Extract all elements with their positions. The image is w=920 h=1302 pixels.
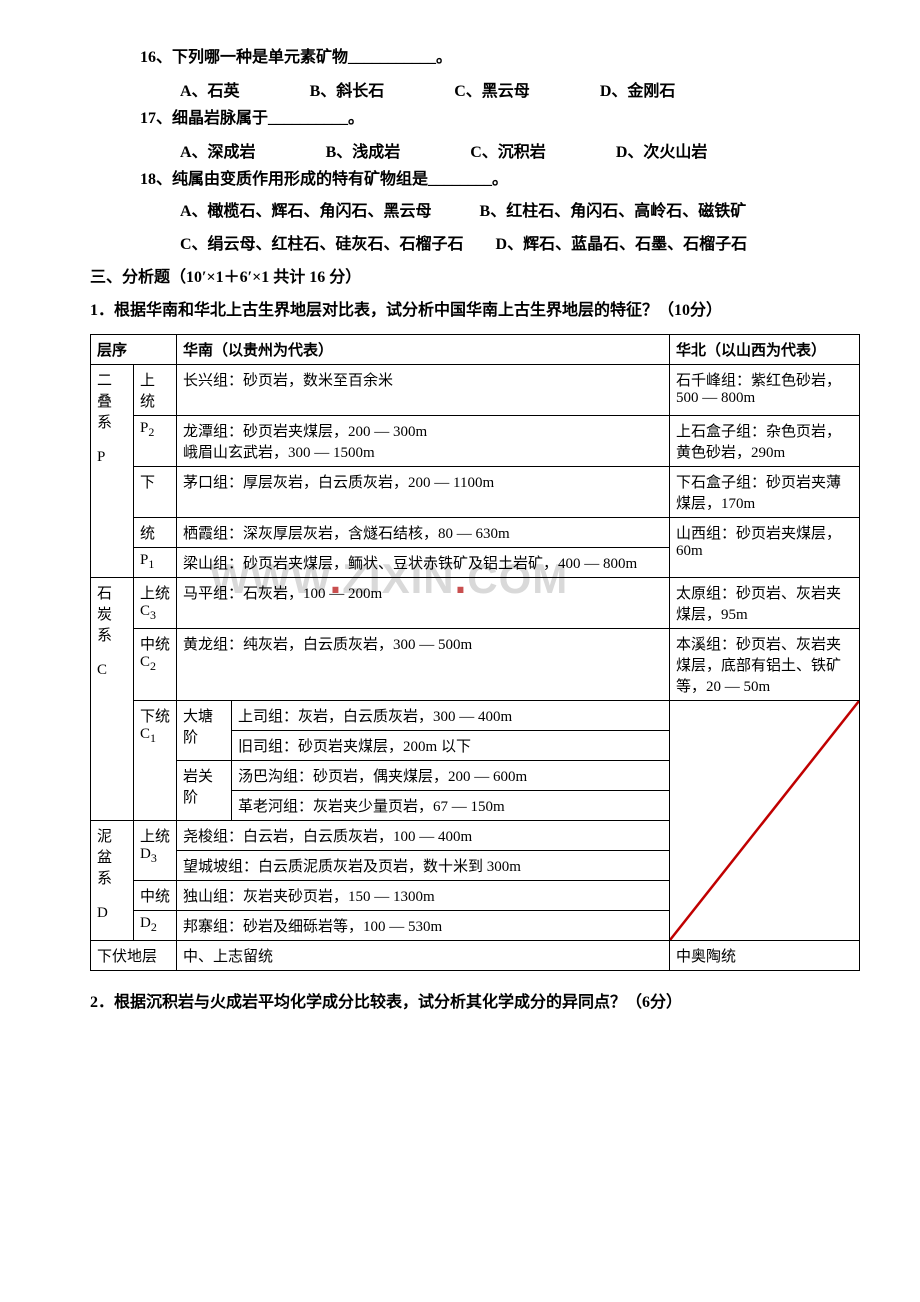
step-yanguan: 岩关阶 (177, 760, 232, 820)
sys-dev-d: D (97, 905, 108, 921)
sys-permian: 二 叠 系 P (91, 364, 134, 577)
c1-yg-b: 革老河组：灰岩夹少量页岩，67 — 150m (232, 790, 670, 820)
sub-d-mid: 中统 (134, 880, 177, 910)
q16-opt-c: C、黑云母 (454, 77, 530, 101)
q17-opt-b: B、浅成岩 (326, 138, 401, 162)
row-perm-upper: 二 叠 系 P 上 统 长兴组：砂页岩，数米至百余米 石千峰组：紫红色砂岩，50… (91, 364, 860, 415)
q17-opt-a: A、深成岩 (180, 138, 256, 162)
sub-p-tong: 统 (134, 517, 177, 547)
c1-ds-a: 上司组：灰岩，白云质灰岩，300 — 400m (232, 700, 670, 730)
p1-hs-a: 栖霞组：深灰厚层灰岩，含燧石结核，80 — 630m (177, 517, 670, 547)
sub-d3-sym: D (140, 846, 151, 862)
p-low-hb-a: 下石盒子组：砂页岩夹薄煤层，170m (670, 466, 860, 517)
q18-line-b: C、绢云母、红柱石、硅灰石、石榴子石 D、辉石、蓝晶石、石墨、石榴子石 (90, 231, 860, 260)
sys-carb: 石 炭 系 C (91, 577, 134, 820)
c2-hs: 黄龙组：纯灰岩，白云质灰岩，300 — 500m (177, 628, 670, 700)
q17-stem: 17、细晶岩脉属于__________。 (90, 105, 860, 134)
header-huabei: 华北（以山西为代表） (670, 334, 860, 364)
sub-p1: P1 (134, 547, 177, 577)
sub-c2-sym: C (140, 654, 150, 670)
sub-c3: 上统 C3 (134, 577, 177, 628)
sub-d2-sym: D (140, 915, 151, 931)
q16-opt-b: B、斜长石 (310, 77, 385, 101)
huabei-missing-diagonal (670, 700, 860, 940)
sub-c1: 下统 C1 (134, 700, 177, 820)
sub-c2-l: 中统 (140, 637, 170, 653)
c1-ds-b: 旧司组：砂页岩夹煤层，200m 以下 (232, 730, 670, 760)
sys-permian-p: P (97, 449, 105, 465)
sys-dev-cn: 泥 盆 系 (97, 829, 127, 887)
sub-c3-sym: C (140, 603, 150, 619)
sub-d2: D2 (134, 910, 177, 940)
q17-opt-c: C、沉积岩 (470, 138, 546, 162)
q18-line-a: A、橄榄石、辉石、角闪石、黑云母 B、红柱石、角闪石、高岭石、磁铁矿 (90, 198, 860, 227)
perm-upper-hs: 长兴组：砂页岩，数米至百余米 (177, 364, 670, 415)
p2-hs-b: 峨眉山玄武岩，300 — 1500m (183, 441, 663, 462)
sys-dev: 泥 盆 系 D (91, 820, 134, 940)
row-p1-a: 统 栖霞组：深灰厚层灰岩，含燧石结核，80 — 630m 山西组：砂页岩夹煤层，… (91, 517, 860, 547)
q17-opt-d: D、次火山岩 (616, 138, 708, 162)
stratigraphy-table: 层序 华南（以贵州为代表） 华北（以山西为代表） 二 叠 系 P 上 统 长兴组… (90, 334, 860, 971)
underlying-hb: 中奥陶统 (670, 940, 860, 970)
q18-stem: 18、纯属由变质作用形成的特有矿物组是________。 (90, 166, 860, 195)
row-underlying: 下伏地层 中、上志留统 中奥陶统 (91, 940, 860, 970)
sub-c2: 中统 C2 (134, 628, 177, 700)
row-p2: P2 龙潭组：砂页岩夹煤层，200 — 300m 峨眉山玄武岩，300 — 15… (91, 415, 860, 466)
p2-hs: 龙潭组：砂页岩夹煤层，200 — 300m 峨眉山玄武岩，300 — 1500m (177, 415, 670, 466)
q16-stem: 16、下列哪一种是单元素矿物___________。 (90, 44, 860, 73)
d2-hs: 邦寨组：砂岩及细砾岩等，100 — 530m (177, 910, 670, 940)
q16-opt-d: D、金刚石 (600, 77, 676, 101)
sys-permian-cn: 二 叠 系 (97, 373, 127, 431)
table-header-row: 层序 华南（以贵州为代表） 华北（以山西为代表） (91, 334, 860, 364)
sub-c1-sym: C (140, 726, 150, 742)
q16-opt-a: A、石英 (180, 77, 240, 101)
d-mid-hs: 独山组：灰岩夹砂页岩，150 — 1300m (177, 880, 670, 910)
q16-options: A、石英 B、斜长石 C、黑云母 D、金刚石 (90, 77, 860, 101)
sys-carb-cn: 石 炭 系 (97, 586, 127, 644)
sub-p-low: 下 (134, 466, 177, 517)
sub-p2: P2 (134, 415, 177, 466)
underlying-hs: 中、上志留统 (177, 940, 670, 970)
p2-hb: 上石盒子组：杂色页岩，黄色砂岩，290m (670, 415, 860, 466)
row-c2: 中统 C2 黄龙组：纯灰岩，白云质灰岩，300 — 500m 本溪组：砂页岩、灰… (91, 628, 860, 700)
sub-c1-l: 下统 (140, 709, 170, 725)
d3-hs-b: 望城坡组：白云质泥质灰岩及页岩，数十米到 300m (177, 850, 670, 880)
sub-c3-l: 上统 (140, 586, 170, 602)
c3-hb: 太原组：砂页岩、灰岩夹煤层，95m (670, 577, 860, 628)
perm-upper-hb: 石千峰组：紫红色砂岩，500 — 800m (670, 364, 860, 415)
underlying-label: 下伏地层 (91, 940, 177, 970)
p2-hs-a: 龙潭组：砂页岩夹煤层，200 — 300m (183, 420, 663, 441)
q17-options: A、深成岩 B、浅成岩 C、沉积岩 D、次火山岩 (90, 138, 860, 162)
sub-perm-upper-label: 上 统 (140, 373, 170, 410)
sub-d3: 上统 D3 (134, 820, 177, 880)
p1-hb: 山西组：砂页岩夹煤层，60m (670, 517, 860, 577)
c1-yg-a: 汤巴沟组：砂页岩，偶夹煤层，200 — 600m (232, 760, 670, 790)
header-huanan: 华南（以贵州为代表） (177, 334, 670, 364)
d3-hs-a: 尧梭组：白云岩，白云质灰岩，100 — 400m (177, 820, 670, 850)
p1-hs-b: 梁山组：砂页岩夹煤层，鲕状、豆状赤铁矿及铝土岩矿，400 — 800m (177, 547, 670, 577)
header-layer: 层序 (91, 334, 177, 364)
sys-carb-c: C (97, 662, 107, 678)
c3-hs: 马平组：石灰岩，100 — 200m (177, 577, 670, 628)
step-datang: 大塘阶 (177, 700, 232, 760)
sub-d3-l: 上统 (140, 829, 170, 845)
sub-perm-upper: 上 统 (134, 364, 177, 415)
p-low-hs-a: 茅口组：厚层灰岩，白云质灰岩，200 — 1100m (177, 466, 670, 517)
row-c1-1: 下统 C1 大塘阶 上司组：灰岩，白云质灰岩，300 — 400m (91, 700, 860, 730)
row-p-low-a: 下 茅口组：厚层灰岩，白云质灰岩，200 — 1100m 下石盒子组：砂页岩夹薄… (91, 466, 860, 517)
q1-title: 1．根据华南和华北上古生界地层对比表，试分析中国华南上古生界地层的特征？（10分… (90, 297, 860, 326)
row-c3: 石 炭 系 C 上统 C3 马平组：石灰岩，100 — 200m 太原组：砂页岩… (91, 577, 860, 628)
q2-title: 2．根据沉积岩与火成岩平均化学成分比较表，试分析其化学成分的异同点？（6分） (90, 989, 860, 1018)
c2-hb: 本溪组：砂页岩、灰岩夹煤层，底部有铝土、铁矿等，20 — 50m (670, 628, 860, 700)
section3-title: 三、分析题（10′×1＋6′×1 共计 16 分） (90, 264, 860, 293)
